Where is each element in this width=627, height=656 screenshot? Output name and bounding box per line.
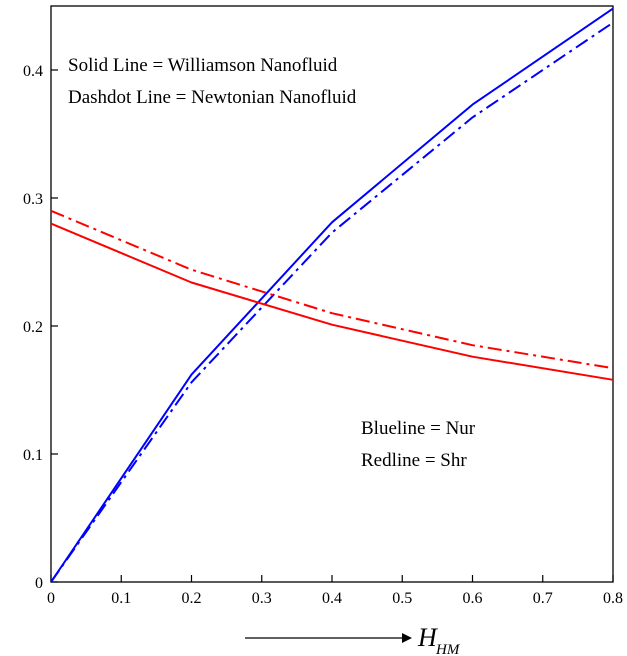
series-line-blue-dashdot xyxy=(50,21,614,583)
x-tick-label: 0.4 xyxy=(322,590,342,607)
annotation-dashdot-line: Dashdot Line = Newtonian Nanofluid xyxy=(68,87,357,108)
x-tick-label: 0.2 xyxy=(182,590,202,607)
ticks xyxy=(50,69,614,583)
series-line-blue-solid xyxy=(50,7,614,583)
annotation-solid-line: Solid Line = Williamson Nanofluid xyxy=(68,55,338,76)
x-tick-label: 0.8 xyxy=(603,590,623,607)
x-tick-label: 0.6 xyxy=(463,590,483,607)
x-tick-label: 0 xyxy=(47,590,55,607)
series-line-red-dashdot xyxy=(50,209,614,370)
y-tick-label: 0.2 xyxy=(23,319,43,336)
x-axis-arrowhead xyxy=(402,633,412,643)
y-tick-label: 0 xyxy=(35,575,43,592)
y-tick-label: 0.4 xyxy=(23,63,43,80)
x-tick-label: 0.7 xyxy=(533,590,553,607)
y-tick-label: 0.1 xyxy=(23,447,43,464)
y-tick-label: 0.3 xyxy=(23,191,43,208)
series-line-red-solid xyxy=(50,222,614,381)
tick-labels: 0 0.1 0.2 0.3 0.4 0.5 0.6 0.7 0.8 0 0.1 0.2 0.3 0.4 xyxy=(23,63,623,607)
x-tick-label: 0.5 xyxy=(392,590,412,607)
x-tick-label: 0.1 xyxy=(111,590,131,607)
x-axis-label-subscript: HM xyxy=(435,642,461,656)
annotation-blueline: Blueline = Nur xyxy=(361,418,476,439)
annotation-redline: Redline = Shr xyxy=(361,450,467,471)
x-tick-label: 0.3 xyxy=(252,590,272,607)
series-layer xyxy=(50,7,614,583)
x-axis-label: H xyxy=(417,623,438,652)
